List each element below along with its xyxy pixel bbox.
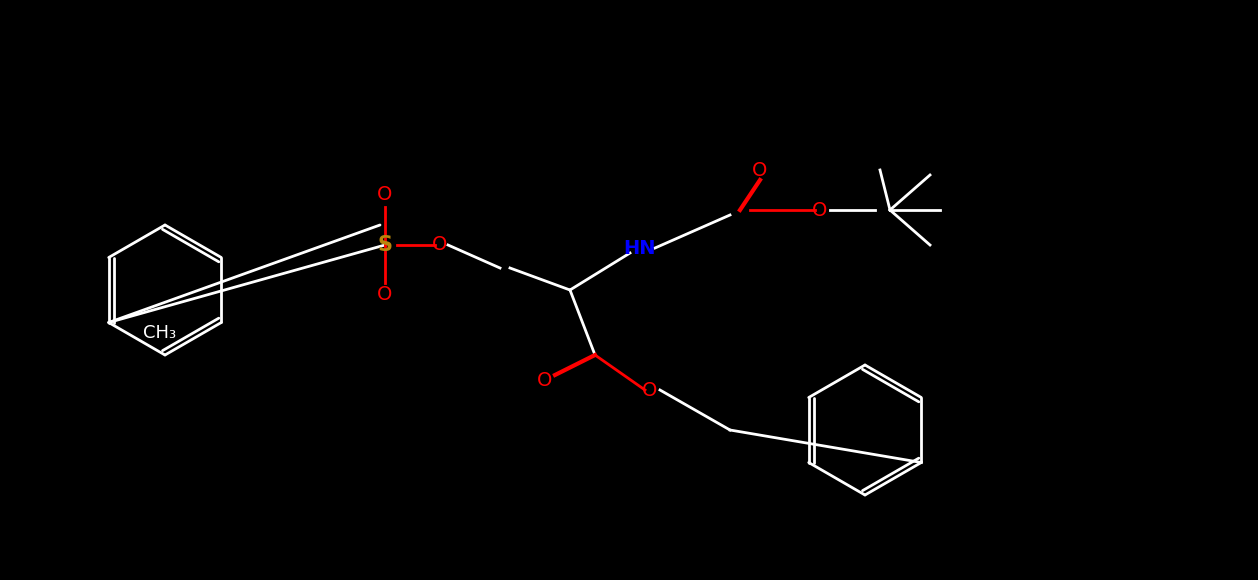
Text: HN: HN [624, 238, 657, 258]
Text: CH₃: CH₃ [143, 324, 176, 342]
Text: O: O [643, 380, 658, 400]
Text: O: O [377, 186, 392, 205]
Text: S: S [377, 235, 392, 255]
Text: O: O [752, 161, 767, 179]
Text: O: O [813, 201, 828, 219]
Text: O: O [537, 371, 552, 390]
Text: O: O [377, 285, 392, 305]
Text: O: O [433, 235, 448, 255]
